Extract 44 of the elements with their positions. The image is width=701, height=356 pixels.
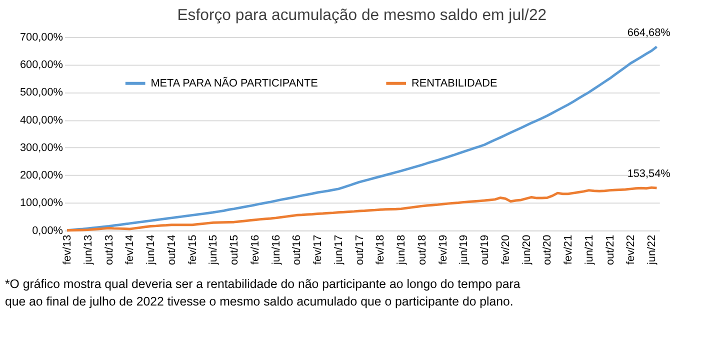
y-tick-label: 100,00%	[20, 197, 64, 210]
x-tick-label: out/13	[103, 234, 116, 266]
x-tick-label: fev/13	[62, 234, 74, 264]
y-tick-label: 700,00%	[20, 31, 64, 44]
y-tick-label: 300,00%	[20, 142, 64, 154]
x-tick-label: fev/16	[249, 234, 262, 264]
x-tick-label: out/18	[416, 234, 428, 266]
x-tick-label: fev/20	[500, 234, 512, 264]
legend-label: RENTABILIDADE	[411, 77, 498, 90]
x-tick-label: out/21	[604, 234, 616, 266]
x-tick-label: fev/19	[437, 234, 450, 264]
x-tick-label: jun/22	[646, 234, 658, 266]
line-series	[66, 186, 658, 232]
x-tick-label: jun/21	[583, 234, 596, 266]
x-tick-label: fev/15	[186, 234, 199, 264]
text: *O gráfico mostra qual deveria ser a rentabilidade do não participante ao longo do tempo para que ao final de julho de 2022 tivesse o mesmo saldo acumulado que o participante do plano.	[4, 276, 520, 309]
y-tick-label: 600,00%	[20, 59, 64, 72]
x-tick-label: jun/20	[520, 234, 533, 266]
x-tick-label: jun/17	[332, 234, 345, 266]
annotation: 153,54%	[627, 168, 671, 180]
x-tick-label: fev/18	[374, 234, 387, 264]
x-tick-label: fev/21	[562, 234, 575, 264]
y-tick-label: 0,00%	[32, 224, 64, 237]
y-tick-label: 400,00%	[20, 114, 64, 126]
chart-title: Esforço para acumulação de mesmo saldo em jul/22	[177, 7, 547, 24]
y-tick-label: 500,00%	[20, 86, 64, 99]
x-tick-label: out/17	[354, 234, 366, 266]
x-tick-label: fev/17	[312, 234, 324, 264]
x-tick-label: jun/19	[458, 234, 470, 266]
x-tick-label: fev/14	[124, 234, 136, 264]
y-tick-label: 200,00%	[20, 170, 64, 182]
annotation: 664,68%	[627, 26, 671, 39]
x-tick-label: jun/13	[82, 234, 94, 266]
x-tick-label: jun/15	[208, 234, 220, 266]
legend-label: META PARA NÃO PARTICIPANTE	[150, 76, 318, 90]
x-tick-label: out/14	[166, 234, 178, 266]
x-tick-label: jun/18	[396, 234, 408, 266]
x-tick-label: fev/22	[625, 234, 638, 264]
x-tick-label: jun/16	[270, 234, 282, 266]
x-tick-label: out/19	[479, 234, 492, 266]
x-tick-label: out/15	[228, 234, 241, 266]
x-tick-label: out/20	[542, 234, 554, 266]
x-tick-label: out/16	[291, 234, 304, 266]
x-tick-label: jun/14	[145, 234, 158, 266]
